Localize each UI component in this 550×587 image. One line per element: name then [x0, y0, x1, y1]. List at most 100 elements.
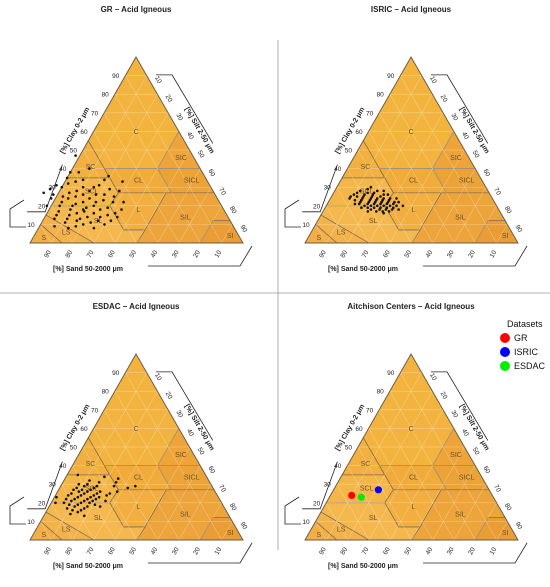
silt-tick-label: 20 — [164, 94, 174, 104]
silt-gridline — [326, 372, 422, 541]
clay-tick-label: 70 — [366, 407, 374, 414]
sand-tick-label: 70 — [361, 546, 371, 556]
data-point — [57, 210, 60, 213]
class-label-sil: SIL — [180, 214, 191, 221]
silt-tick-label: 70 — [492, 484, 502, 494]
data-point — [116, 477, 120, 480]
class-label-sicl: SICL — [184, 177, 200, 184]
sand-tick-label: 20 — [467, 546, 477, 556]
sand-tick-label: 10 — [489, 249, 499, 259]
silt-tick-label: 70 — [492, 187, 502, 197]
center-point-isric — [374, 486, 382, 494]
sand-gridline — [82, 149, 137, 244]
data-point — [106, 206, 109, 209]
silt-gridline — [93, 112, 169, 244]
data-point — [106, 213, 109, 217]
data-point — [95, 484, 99, 488]
clay-tick-label: 30 — [49, 482, 57, 489]
sand-tick-label: 40 — [150, 546, 160, 556]
class-label-scl: SCL — [85, 485, 99, 492]
data-point — [97, 495, 101, 499]
data-point — [88, 501, 91, 505]
data-point — [104, 499, 107, 503]
class-label-c: C — [134, 129, 139, 136]
sand-tick-label: 90 — [318, 546, 328, 556]
silt-gridline — [114, 428, 180, 541]
silt-gridline — [51, 75, 147, 244]
clay-tick-label: 90 — [387, 73, 395, 80]
silt-gridline — [368, 112, 444, 244]
data-point — [81, 178, 85, 182]
data-point — [94, 193, 98, 196]
data-point — [103, 475, 106, 479]
clay-direction-arrow — [27, 164, 63, 213]
clay-tick-label: 90 — [387, 370, 395, 377]
sand-tick-label: 50 — [128, 249, 138, 259]
silt-gridline — [453, 484, 487, 541]
data-point — [108, 187, 111, 191]
data-point — [74, 154, 77, 157]
class-label-c: C — [409, 129, 414, 136]
silt-gridline — [453, 187, 487, 244]
data-point — [81, 193, 85, 196]
data-point — [74, 195, 77, 198]
data-point — [55, 213, 58, 217]
ternary-panel-1: GR – Acid IgneousCSICSCCLSICLSCLLSILSLLS… — [9, 5, 253, 273]
sand-gridline — [50, 502, 73, 541]
sand-tick-label: 50 — [128, 546, 138, 556]
data-point — [86, 497, 89, 501]
silt-gridline — [347, 94, 433, 244]
data-point — [94, 497, 98, 501]
data-point — [52, 193, 55, 196]
data-point — [68, 191, 71, 195]
data-point — [66, 182, 70, 185]
data-point — [368, 198, 372, 202]
sand-gridline — [72, 465, 116, 541]
clay-tick-label: 80 — [377, 92, 385, 99]
silt-gridline — [326, 75, 422, 244]
data-point — [76, 495, 80, 499]
data-point — [353, 198, 357, 202]
silt-tick-label: 40 — [185, 131, 195, 141]
silt-direction-arrow — [156, 74, 214, 144]
sand-gridline — [347, 465, 391, 541]
data-point — [75, 189, 78, 193]
silt-gridline — [411, 149, 465, 244]
clay-tick-label: 30 — [324, 185, 332, 192]
silt-tick-label: 30 — [449, 112, 459, 122]
sand-tick-label: 20 — [192, 546, 202, 556]
data-point — [355, 195, 359, 198]
data-point — [67, 226, 70, 230]
data-point — [92, 211, 96, 215]
data-point — [363, 193, 366, 196]
class-label-sc: SC — [361, 461, 371, 468]
data-point — [355, 191, 359, 195]
data-point — [357, 202, 361, 206]
legend-label-gr: GR — [514, 333, 528, 343]
sand-axis-label: [%] Sand 50-2000 μm — [328, 266, 398, 273]
data-point — [74, 180, 77, 183]
data-point — [54, 501, 57, 505]
data-point — [108, 492, 112, 495]
clay-tick-label: 90 — [112, 73, 120, 80]
data-point — [60, 200, 64, 204]
sand-gridline — [400, 372, 497, 541]
clay-tick-label: 20 — [313, 500, 321, 507]
silt-tick-label: 20 — [439, 391, 449, 401]
data-point — [103, 193, 106, 196]
data-point — [388, 204, 392, 208]
data-point — [94, 200, 98, 204]
clay-tick-label: 20 — [38, 500, 46, 507]
sand-gridline — [368, 131, 434, 244]
silt-direction-arrow — [156, 371, 214, 441]
data-point — [105, 494, 108, 497]
data-point — [115, 490, 119, 493]
data-point — [79, 494, 83, 497]
data-point — [58, 204, 61, 208]
clay-tick-label: 40 — [59, 463, 67, 470]
silt-tick-label: 10 — [153, 372, 163, 382]
class-label-sic: SIC — [450, 155, 462, 162]
data-point — [126, 486, 130, 490]
data-point — [86, 490, 89, 493]
